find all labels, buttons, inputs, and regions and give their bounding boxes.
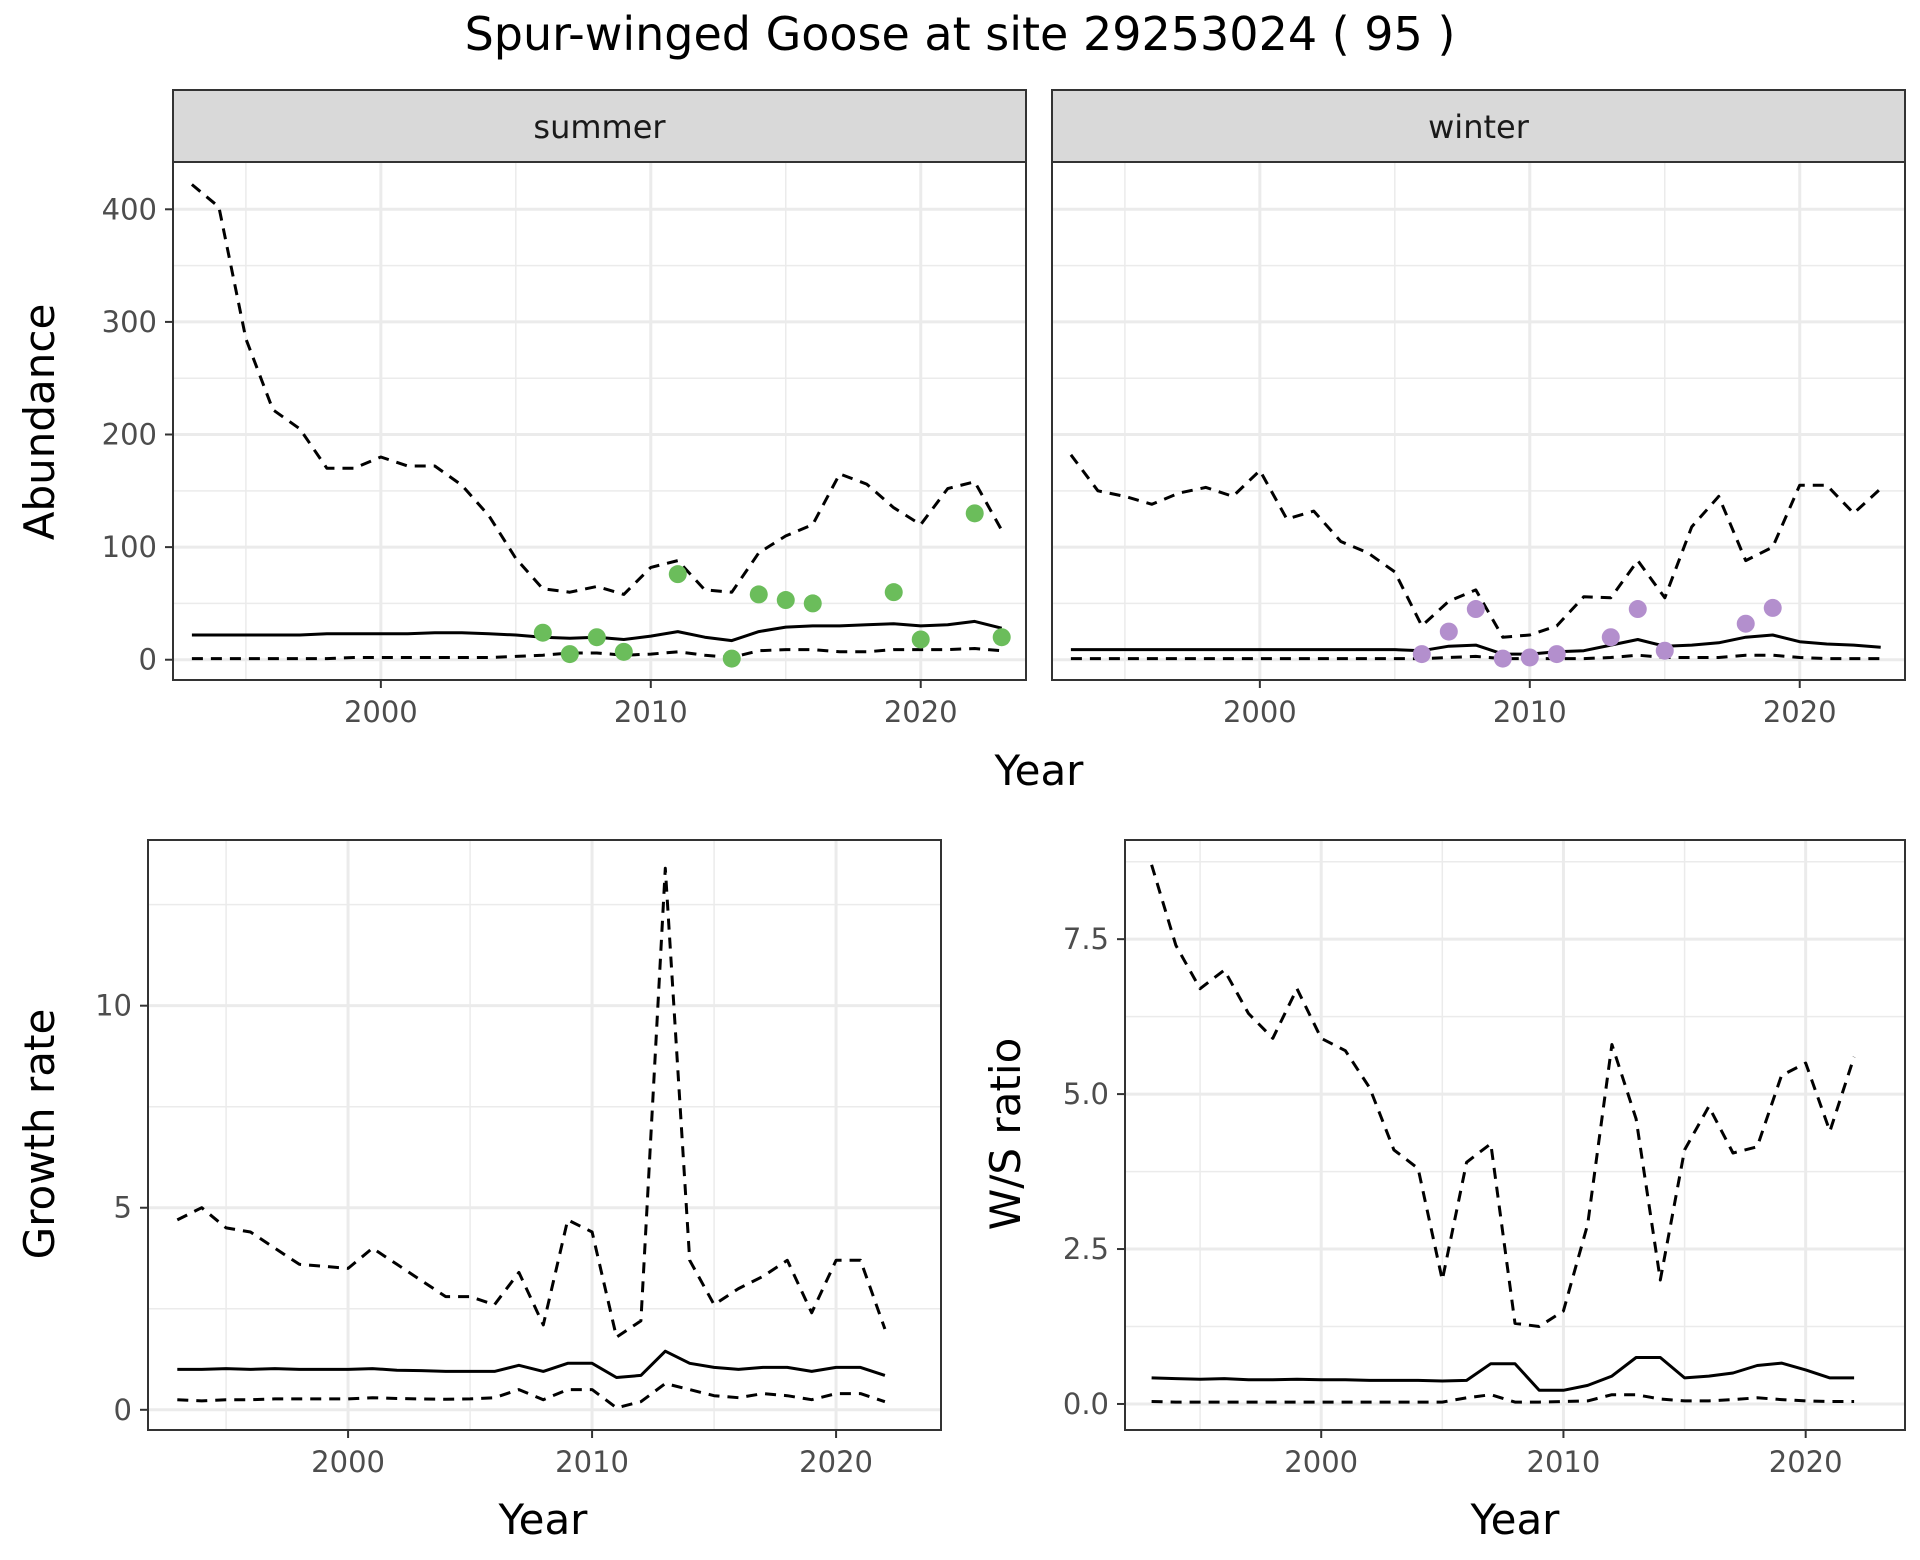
summer-data-point — [803, 594, 822, 613]
summer-data-point — [614, 642, 633, 661]
winter-data-point — [1655, 641, 1674, 660]
wsratio-panel-border — [1124, 839, 1906, 1431]
wsratio-x-tick-label: 2000 — [1284, 1445, 1358, 1479]
winter-panel-border — [1051, 161, 1906, 681]
strip-label-summer: summer — [533, 108, 666, 146]
wsratio-y-tick-label: 5.0 — [1063, 1077, 1109, 1111]
growth-y-tick-label: 0 — [114, 1393, 132, 1427]
growth-x-tick-label: 2020 — [799, 1445, 873, 1479]
winter-series-line-mean — [1070, 633, 1881, 656]
growth-y-tick-label: 10 — [95, 989, 132, 1023]
growth-plot-background — [148, 840, 941, 1430]
figure-title: Spur-winged Goose at site 29253024 ( 95 … — [465, 7, 1456, 61]
summer-x-tick-label: 2010 — [614, 695, 688, 729]
strip-summer — [172, 89, 1027, 163]
winter-series-line-upper-bound — [1069, 453, 1882, 639]
winter-data-point — [1763, 598, 1782, 617]
wsratio-x-tick-label: 2010 — [1527, 1445, 1601, 1479]
winter-data-point — [1547, 645, 1566, 664]
wsratio-series-line-mean — [1151, 1356, 1855, 1392]
wsratio-series-line-lower-bound — [1151, 1393, 1855, 1404]
winter-x-tick-label: 2010 — [1493, 695, 1567, 729]
summer-data-point — [533, 623, 552, 642]
xlabel-ws-ratio: Year — [1470, 1495, 1561, 1544]
summer-x-tick-label: 2020 — [884, 695, 958, 729]
summer-y-tick-label: 300 — [102, 305, 157, 339]
winter-data-point — [1520, 648, 1539, 667]
summer-data-point — [560, 645, 579, 664]
growth-panel-border — [147, 839, 942, 1431]
winter-data-point — [1439, 622, 1458, 641]
growth-x-tick-label: 2010 — [555, 1445, 629, 1479]
panel-winter-abundance: 2000 2010 2020 — [1051, 161, 1906, 729]
summer-data-point — [722, 649, 741, 668]
growth-series-line-mean — [177, 1349, 886, 1379]
panel-growth-rate: 2000 2010 2020 0 5 10 — [95, 839, 942, 1479]
wsratio-y-tick-label: 0.0 — [1063, 1387, 1109, 1421]
winter-data-point — [1412, 645, 1431, 664]
wsratio-series-line-upper-bound — [1150, 864, 1856, 1328]
ylabel-abundance: Abundance — [15, 304, 64, 541]
summer-data-point — [749, 585, 768, 604]
growth-y-tick-label: 5 — [114, 1191, 132, 1225]
summer-y-tick-label: 0 — [139, 643, 157, 677]
summer-y-tick-label: 100 — [102, 530, 157, 564]
panel-ws-ratio: 2000 2010 2020 0.0 2.5 5.0 7.5 — [1063, 839, 1906, 1479]
summer-data-point — [884, 583, 903, 602]
strip-winter — [1051, 89, 1906, 163]
summer-data-point — [668, 565, 687, 584]
xlabel-top-row: Year — [994, 746, 1085, 795]
winter-x-tick-label: 2000 — [1223, 695, 1297, 729]
summer-y-tick-label: 200 — [102, 418, 157, 452]
growth-x-tick-label: 2000 — [311, 1445, 385, 1479]
summer-data-point — [911, 630, 930, 649]
summer-data-point — [965, 504, 984, 523]
winter-data-point — [1628, 600, 1647, 619]
winter-x-tick-label: 2020 — [1763, 695, 1837, 729]
wsratio-x-tick-label: 2020 — [1769, 1445, 1843, 1479]
growth-series-line-upper-bound — [176, 866, 887, 1339]
summer-data-point — [776, 591, 795, 610]
summer-data-point — [992, 628, 1011, 647]
wsratio-y-tick-label: 2.5 — [1063, 1232, 1109, 1266]
strip-label-winter: winter — [1428, 108, 1530, 146]
summer-plot-background — [173, 162, 1026, 680]
ylabel-ws-ratio: W/S ratio — [981, 1038, 1030, 1231]
panel-summer-abundance: 2000 2010 2020 0 100 200 300 400 — [102, 161, 1027, 729]
winter-data-point — [1493, 649, 1512, 668]
summer-data-point — [587, 628, 606, 647]
winter-data-point — [1466, 600, 1485, 619]
growth-series-line-lower-bound — [177, 1382, 886, 1410]
ylabel-growth-rate: Growth rate — [15, 1009, 64, 1260]
wsratio-y-tick-label: 7.5 — [1063, 922, 1109, 956]
xlabel-growth-rate: Year — [498, 1495, 589, 1544]
summer-series-line-upper-bound — [190, 183, 1004, 596]
wsratio-plot-background — [1125, 840, 1905, 1430]
summer-series-line-lower-bound — [191, 647, 1002, 661]
winter-data-point — [1601, 628, 1620, 647]
winter-data-point — [1736, 614, 1755, 633]
summer-y-tick-label: 400 — [102, 192, 157, 226]
summer-x-tick-label: 2000 — [344, 695, 418, 729]
summer-panel-border — [172, 161, 1027, 681]
winter-series-line-lower-bound — [1070, 653, 1881, 661]
